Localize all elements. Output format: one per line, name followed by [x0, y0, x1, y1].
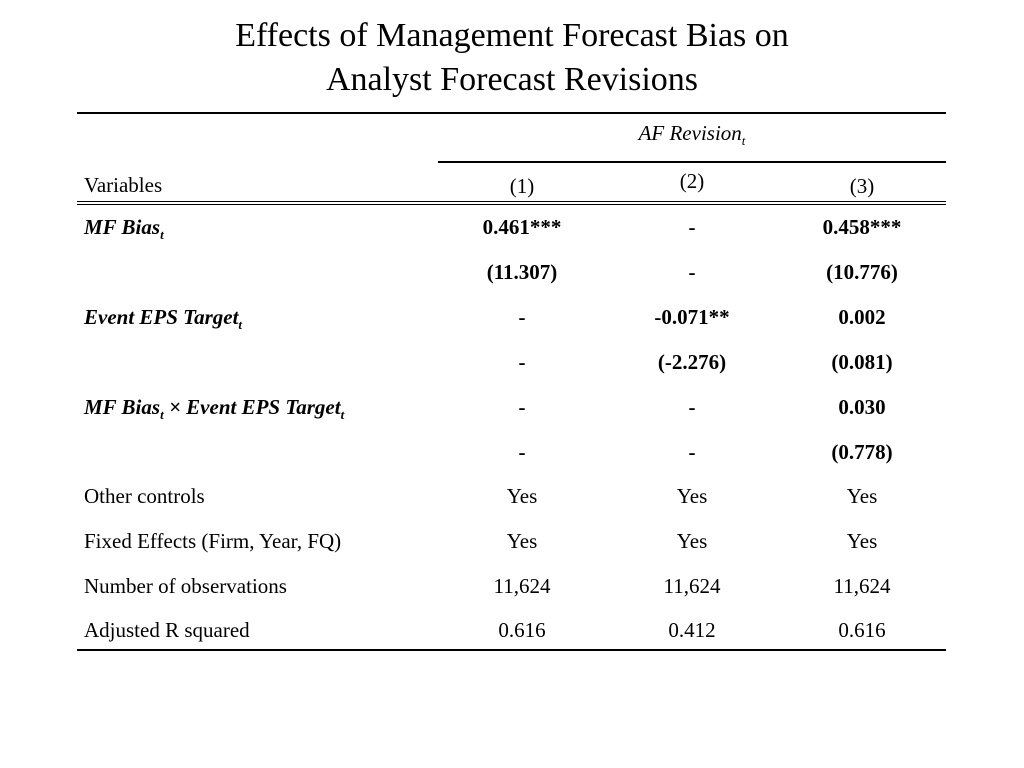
page-title: Effects of Management Forecast Bias on A…: [0, 14, 1024, 102]
table-cell: 0.002: [838, 305, 886, 329]
row-label-mf-bias: MF Biast: [84, 214, 164, 242]
table-bottom-rule: [77, 649, 946, 651]
table-cell: 11,624: [493, 574, 551, 598]
table-cell: -: [518, 305, 526, 329]
row-label-text: Event EPS Target: [84, 305, 239, 329]
header-variables: Variables: [84, 173, 163, 197]
table-cell: (0.778): [831, 440, 893, 464]
table-cell: Yes: [676, 529, 708, 553]
row-label-text: MF Bias: [84, 215, 161, 239]
table-cell: -: [688, 215, 696, 239]
row-label-interaction: MF Biast × Event EPS Targett: [84, 394, 345, 422]
row-label-adjusted-r-squared: Adjusted R squared: [84, 618, 250, 642]
table-cell: (10.776): [826, 260, 898, 284]
table-cell: (-2.276): [657, 350, 727, 374]
title-line-2: Analyst Forecast Revisions: [325, 61, 699, 98]
table-cell: Yes: [846, 484, 878, 508]
header-col-1: (1): [509, 174, 535, 198]
table-cell: 0.412: [668, 618, 716, 642]
column-spanner-header: AF Revisiont: [438, 120, 946, 148]
row-label-text: × Event EPS Target: [163, 395, 341, 419]
table-cell: -: [688, 260, 696, 284]
table-cell: 0.461***: [482, 215, 562, 239]
row-label-text: MF Bias: [84, 395, 161, 419]
spanner-text: AF Revision: [638, 121, 742, 145]
row-label-subscript: t: [160, 407, 164, 422]
table-top-rule: [77, 112, 946, 114]
table-cell: 0.030: [838, 395, 886, 419]
row-label-subscript: t: [160, 227, 164, 242]
spanner-rule: [438, 161, 946, 163]
table-cell: -: [518, 350, 526, 374]
row-label-event-eps-target: Event EPS Targett: [84, 304, 243, 332]
header-col-2: (2): [679, 169, 705, 193]
table-cell: -: [688, 440, 696, 464]
table-cell: -: [518, 395, 526, 419]
table-cell: 11,624: [833, 574, 891, 598]
table-cell: 0.616: [498, 618, 546, 642]
row-label-fixed-effects: Fixed Effects (Firm, Year, FQ): [84, 529, 342, 553]
table-cell: 11,624: [663, 574, 721, 598]
row-label-other-controls: Other controls: [84, 484, 205, 508]
row-label-subscript: t: [238, 317, 243, 332]
header-col-3: (3): [849, 174, 875, 198]
spanner-subscript: t: [741, 133, 746, 148]
table-cell: 0.458***: [822, 215, 902, 239]
row-label-subscript: t: [340, 407, 345, 422]
table-cell: Yes: [506, 484, 538, 508]
header-rule-2: [77, 204, 946, 205]
table-cell: -0.071**: [654, 305, 730, 329]
title-line-1: Effects of Management Forecast Bias on: [235, 17, 789, 54]
table-cell: -: [518, 440, 526, 464]
table-cell: Yes: [506, 529, 538, 553]
table-cell: -: [688, 395, 696, 419]
row-label-observations: Number of observations: [84, 574, 287, 598]
table-cell: (11.307): [486, 260, 558, 284]
table-cell: 0.616: [838, 618, 886, 642]
table-cell: Yes: [676, 484, 708, 508]
table-cell: Yes: [846, 529, 878, 553]
header-rule-1: [77, 201, 946, 202]
table-cell: (0.081): [831, 350, 893, 374]
